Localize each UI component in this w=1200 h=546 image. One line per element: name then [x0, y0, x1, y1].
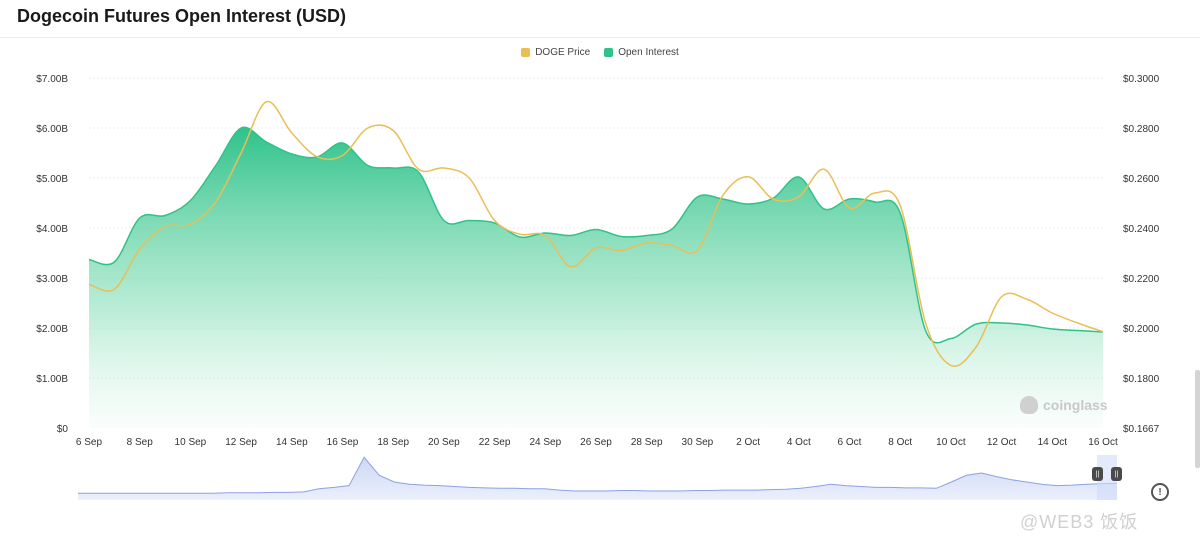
x-tick-label: 14 Oct	[1038, 437, 1068, 448]
x-tick-label: 30 Sep	[682, 437, 714, 448]
navigator-right-handle[interactable]: ||	[1111, 467, 1122, 481]
legend-label-doge-price: DOGE Price	[535, 47, 591, 58]
y-left-tick-label: $7.00B	[36, 74, 68, 85]
x-tick-label: 12 Oct	[987, 437, 1017, 448]
y-right-tick-label: $0.3000	[1123, 74, 1160, 85]
x-tick-label: 26 Sep	[580, 437, 612, 448]
x-tick-label: 18 Sep	[377, 437, 409, 448]
x-tick-label: 2 Oct	[736, 437, 760, 448]
y-left-tick-label: $2.00B	[36, 324, 68, 335]
x-tick-label: 24 Sep	[529, 437, 561, 448]
x-tick-label: 6 Sep	[76, 437, 103, 448]
y-right-tick-label: $0.2200	[1123, 274, 1160, 285]
x-tick-label: 14 Sep	[276, 437, 308, 448]
chart-legend: DOGE Price Open Interest	[0, 47, 1200, 58]
y-right-tick-label: $0.1800	[1123, 374, 1160, 385]
x-tick-label: 10 Sep	[175, 437, 207, 448]
navigator-line	[78, 456, 1118, 494]
x-tick-label: 16 Sep	[327, 437, 359, 448]
navigator-area	[78, 457, 1117, 500]
navigator-selection[interactable]	[1097, 455, 1117, 500]
doge-price-line[interactable]	[88, 100, 1104, 368]
y-left-tick-label: $1.00B	[36, 374, 68, 385]
y-left-tick-label: $4.00B	[36, 224, 68, 235]
legend-item-open-interest[interactable]: Open Interest	[604, 47, 679, 58]
y-right-tick-label: $0.1667	[1123, 424, 1160, 435]
y-right-tick-label: $0.2800	[1123, 124, 1160, 135]
x-tick-label: 8 Sep	[127, 437, 154, 448]
x-tick-label: 12 Sep	[225, 437, 257, 448]
navigator-left-handle[interactable]: ||	[1092, 467, 1103, 481]
coinglass-watermark: coinglass	[1020, 396, 1108, 414]
y-right-tick-label: $0.2600	[1123, 174, 1160, 185]
legend-swatch-open-interest	[604, 48, 614, 57]
chart-title: Dogecoin Futures Open Interest (USD)	[17, 6, 347, 26]
x-tick-label: 6 Oct	[838, 437, 862, 448]
y-left-tick-label: $6.00B	[36, 124, 68, 135]
x-tick-label: 28 Sep	[631, 437, 663, 448]
title-divider	[0, 37, 1200, 38]
y-right-tick-label: $0.2400	[1123, 224, 1160, 235]
x-tick-label: 4 Oct	[787, 437, 811, 448]
watermark-text: coinglass	[1043, 397, 1108, 413]
legend-swatch-doge-price	[521, 48, 531, 57]
coinglass-logo-icon	[1020, 396, 1038, 414]
x-tick-label: 20 Sep	[428, 437, 460, 448]
footer-watermark: @WEB3 饭饭	[1020, 512, 1139, 532]
x-tick-label: 22 Sep	[479, 437, 511, 448]
x-tick-label: 8 Oct	[888, 437, 912, 448]
y-left-tick-label: $3.00B	[36, 274, 68, 285]
y-left-tick-label: $0	[57, 424, 69, 435]
legend-label-open-interest: Open Interest	[618, 47, 679, 58]
y-left-tick-label: $5.00B	[36, 174, 68, 185]
y-right-tick-label: $0.2000	[1123, 324, 1160, 335]
legend-item-doge-price[interactable]: DOGE Price	[521, 47, 590, 58]
x-tick-label: 16 Oct	[1088, 437, 1118, 448]
info-icon[interactable]: !	[1151, 483, 1169, 501]
open-interest-area[interactable]	[89, 127, 1103, 429]
x-tick-label: 10 Oct	[936, 437, 966, 448]
page-scrollbar[interactable]	[1195, 370, 1200, 468]
